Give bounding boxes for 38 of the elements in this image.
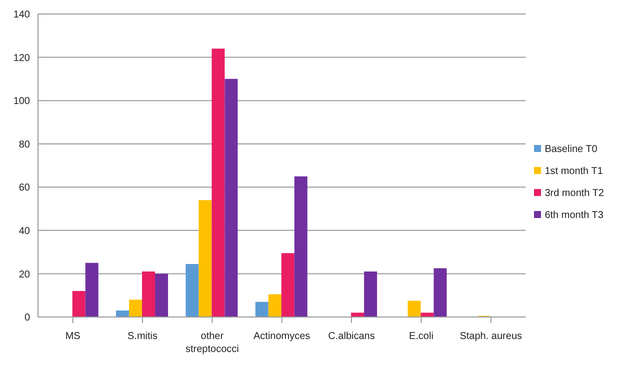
legend-label: 6th month T3: [544, 210, 604, 220]
bar: [198, 200, 212, 317]
legend-label: 1st month T1: [544, 166, 603, 176]
x-tick-label: other streptococci: [186, 331, 239, 355]
bar: [85, 262, 98, 317]
x-tick-label: Actinomyces: [254, 331, 310, 342]
y-tick-label: 120: [13, 52, 30, 64]
legend-label: 3rd month T2: [544, 188, 604, 198]
bar: [364, 272, 378, 317]
bar: [351, 312, 364, 317]
legend-label: Baseline T0: [544, 144, 598, 154]
y-tick-label: 80: [18, 139, 30, 150]
y-tick-label: 20: [18, 269, 30, 280]
bar: [129, 300, 142, 317]
bar: [116, 310, 130, 317]
bar: [155, 274, 168, 317]
x-tick-label: Staph. aureus: [460, 331, 522, 342]
bar: [186, 264, 199, 317]
bar: [142, 272, 156, 317]
bar: [255, 302, 268, 317]
x-tick-label: E.coli: [408, 331, 434, 342]
bar: [224, 78, 238, 317]
y-tick-label: 100: [13, 96, 30, 108]
bar: [212, 48, 225, 317]
y-tick-label: 40: [18, 226, 30, 237]
y-tick-label: 140: [13, 10, 30, 21]
bar: [294, 176, 308, 317]
bar: [408, 300, 421, 317]
y-tick-label: 0: [24, 312, 30, 324]
bar: [434, 268, 447, 317]
bar: [420, 312, 434, 317]
y-tick-label: 60: [18, 182, 30, 194]
bar: [72, 291, 86, 317]
x-tick-label: C.albicans: [328, 331, 375, 342]
x-tick-label: MS: [65, 331, 81, 342]
bar: [268, 294, 282, 317]
bar: [281, 253, 294, 317]
x-tick-label: S.mitis: [128, 331, 158, 342]
